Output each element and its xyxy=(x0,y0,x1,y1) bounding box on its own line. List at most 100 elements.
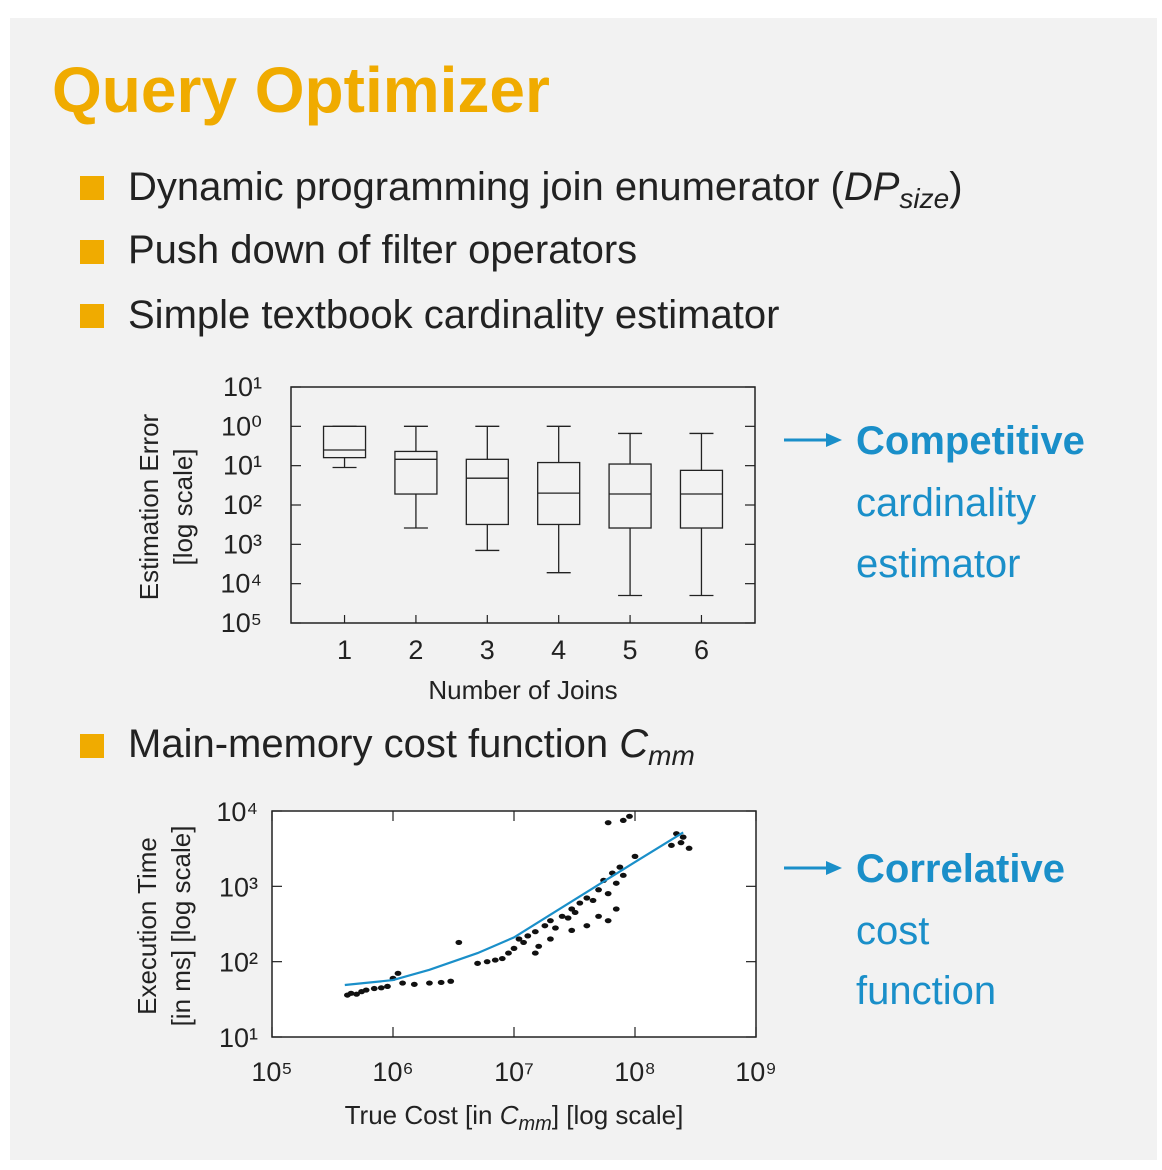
scatter-point xyxy=(547,936,554,942)
box xyxy=(608,463,652,529)
scatter-point xyxy=(604,918,612,924)
scatter-point xyxy=(558,913,566,919)
scatter-point xyxy=(437,979,445,986)
axis-title-sub: mm xyxy=(519,1113,552,1135)
x-tick-label: 5 xyxy=(623,635,638,665)
scatter-point xyxy=(595,887,602,893)
scatter-point xyxy=(576,900,584,906)
scatter-point xyxy=(589,897,597,904)
callout-line: cost xyxy=(856,909,929,953)
bullet-text: Dynamic programming join enumerator (DPs… xyxy=(128,165,963,214)
scatter-point xyxy=(564,915,572,921)
bullet-sub: size xyxy=(899,183,949,214)
bullet-text: Push down of filter operators xyxy=(128,228,637,272)
axis-title-math: C xyxy=(500,1100,519,1130)
scatter-point xyxy=(531,929,539,935)
y-tick-label: 10¹ xyxy=(223,372,262,402)
x-tick-label: 10⁵ xyxy=(251,1057,292,1087)
y-tick-label: 10² xyxy=(223,490,262,520)
scatter-point xyxy=(626,813,633,819)
scatter-point xyxy=(515,936,523,942)
arrow xyxy=(784,861,842,875)
bullet-square xyxy=(80,176,104,200)
scatter-point xyxy=(347,990,355,996)
scatter-point xyxy=(616,864,624,870)
scatter-point xyxy=(520,939,527,946)
scatter-point xyxy=(474,960,481,966)
axis-title-part: True Cost [in xyxy=(345,1100,500,1130)
scatter-point xyxy=(583,923,591,929)
bullet-sub: mm xyxy=(648,740,695,771)
scatter-point xyxy=(604,820,612,826)
bullet-square xyxy=(80,240,104,264)
scatter-point xyxy=(505,950,512,956)
y-tick-label: 10³ xyxy=(219,872,258,902)
plot-frame xyxy=(271,810,757,1038)
scatter-point xyxy=(510,945,518,952)
x-tick-label: 4 xyxy=(551,635,566,665)
scatter-point xyxy=(541,923,549,929)
scatter-point xyxy=(595,913,602,919)
bullet-part: ) xyxy=(949,165,962,209)
x-tick-label: 1 xyxy=(337,635,352,665)
scatter-point xyxy=(668,842,675,848)
scatter-point xyxy=(619,872,627,878)
x-tick-label: 10⁸ xyxy=(614,1057,655,1087)
scatter-point xyxy=(362,987,370,993)
scatter-point xyxy=(631,853,639,859)
scatter-point xyxy=(552,925,559,931)
scatter-point xyxy=(531,950,539,956)
scatter-point xyxy=(426,980,433,986)
scatter-point xyxy=(604,891,612,897)
y-axis-title: Execution Time xyxy=(132,837,162,1015)
x-axis-title: True Cost [in Cmm] [log scale] xyxy=(345,1100,684,1135)
scatter-point xyxy=(535,943,543,949)
bullet-text: Main-memory cost function Cmm xyxy=(128,722,695,771)
callout-line: estimator xyxy=(856,542,1021,586)
scatter-point xyxy=(679,834,687,840)
bullet-part: Main-memory cost function xyxy=(128,722,619,766)
scatter-point xyxy=(410,981,418,987)
callout-line: cardinality xyxy=(856,481,1036,525)
box xyxy=(322,425,367,459)
callout-head: Competitive xyxy=(856,419,1085,463)
scatter-point xyxy=(455,939,463,946)
y-tick-label: 10³ xyxy=(223,529,262,559)
fit-line xyxy=(344,831,684,987)
slide-title: Query Optimizer xyxy=(52,54,550,126)
scatter-point xyxy=(568,927,576,934)
bullet-math: DP xyxy=(844,165,900,209)
y-axis-title: Estimation Error xyxy=(134,413,164,600)
scatter-point xyxy=(619,817,627,824)
box xyxy=(394,450,438,495)
y-tick-label: 10⁰ xyxy=(221,411,262,441)
y-axis-title: [in ms] [log scale] xyxy=(166,826,196,1027)
scatter-point xyxy=(491,957,499,963)
scatter-point xyxy=(524,933,532,939)
y-tick-label: 10¹ xyxy=(219,1023,258,1053)
x-tick-label: 3 xyxy=(480,635,495,665)
scatter-point xyxy=(370,985,378,992)
scatter-point xyxy=(547,918,554,924)
scatter-point xyxy=(612,880,620,886)
bullet-text: Simple textbook cardinality estimator xyxy=(128,293,779,337)
box xyxy=(465,458,509,526)
bullet-part: Dynamic programming join enumerator ( xyxy=(128,165,845,209)
scatter-point xyxy=(447,978,455,984)
scatter-point xyxy=(583,895,591,901)
y-tick-label: 10⁴ xyxy=(220,569,262,599)
callout-line: function xyxy=(856,969,996,1013)
scatter-point xyxy=(483,959,491,965)
y-tick-label: 10⁴ xyxy=(216,797,258,827)
y-axis-title: [log scale] xyxy=(168,448,198,565)
scatter-point xyxy=(399,980,406,986)
axis-title-part: ] [log scale] xyxy=(552,1100,684,1130)
x-tick-label: 10⁷ xyxy=(494,1057,534,1087)
bullet-math: C xyxy=(619,722,649,766)
y-tick-label: 10¹ xyxy=(223,451,262,481)
scatter-point xyxy=(685,845,693,851)
scatter-point xyxy=(377,985,385,991)
scatter-point xyxy=(353,991,360,997)
x-tick-label: 6 xyxy=(694,635,709,665)
